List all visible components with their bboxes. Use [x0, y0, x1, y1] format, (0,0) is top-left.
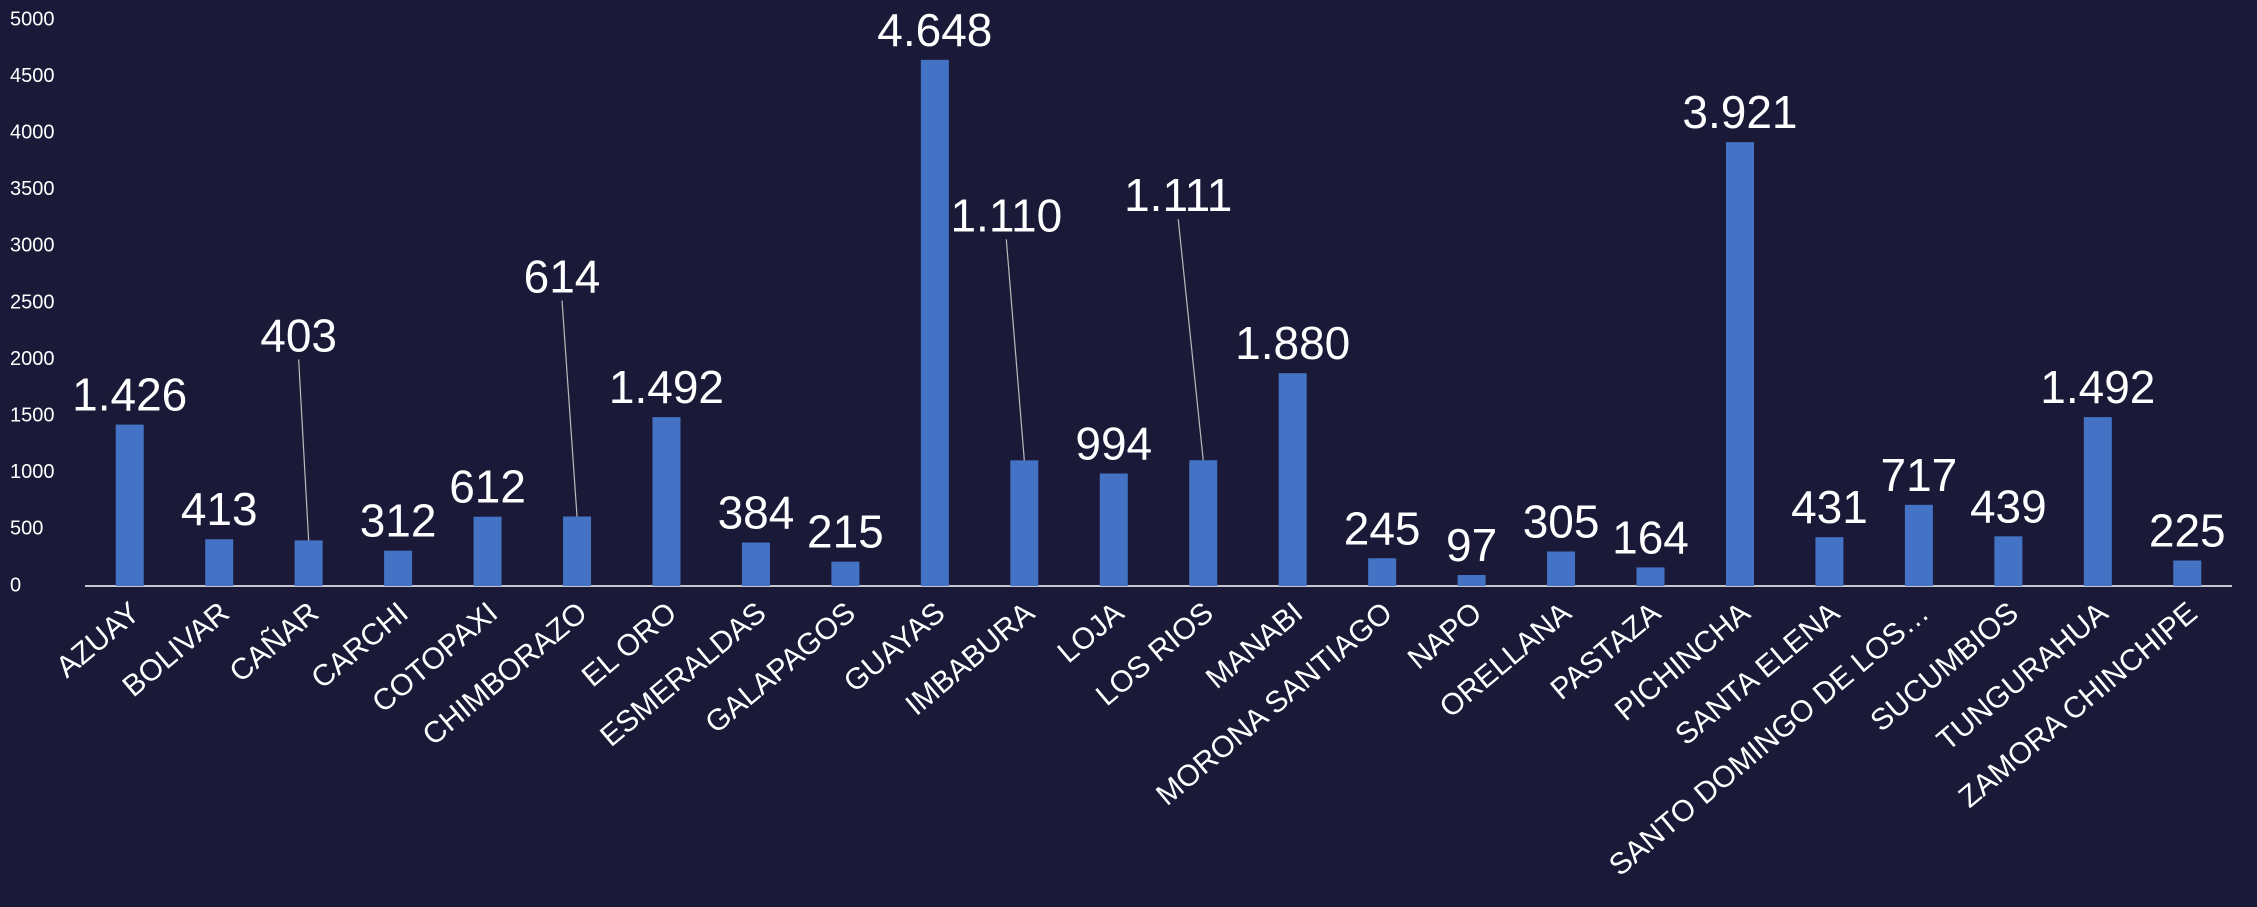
bar	[1994, 536, 2022, 586]
y-tick-label: 4500	[10, 65, 55, 87]
bar	[2173, 561, 2201, 586]
bar	[2084, 417, 2112, 586]
bar	[1905, 505, 1933, 586]
value-label: 312	[360, 495, 437, 547]
y-tick-label: 3000	[10, 235, 55, 257]
chart: 0 500 1000 1500 2000 2500 3000 3500 4000 4500 5000…	[0, 0, 2257, 907]
value-label: 1.492	[609, 361, 724, 413]
bar	[563, 516, 591, 586]
value-label: 164	[1612, 511, 1689, 563]
value-label: 97	[1446, 519, 1497, 571]
value-label: 994	[1075, 417, 1152, 469]
value-label: 3.921	[1682, 86, 1797, 138]
value-label: 245	[1344, 502, 1421, 554]
bar	[116, 425, 144, 586]
bar	[295, 540, 323, 586]
value-label: 1.111	[1124, 169, 1232, 221]
bar	[1189, 460, 1217, 586]
value-label: 384	[718, 487, 795, 539]
value-label: 717	[1881, 449, 1958, 501]
bar	[652, 417, 680, 586]
bar	[1547, 551, 1575, 586]
y-tick-label: 4000	[10, 121, 55, 143]
value-label: 1.426	[72, 369, 187, 421]
y-tick-label: 500	[10, 518, 43, 540]
y-tick-label: 0	[10, 574, 21, 596]
bar	[1458, 575, 1486, 586]
y-tick-label: 1000	[10, 461, 55, 483]
value-label: 614	[524, 250, 601, 302]
bar	[205, 539, 233, 586]
value-label: 431	[1791, 481, 1868, 533]
y-tick-label: 1500	[10, 404, 55, 426]
value-label: 215	[807, 506, 884, 558]
bar	[1726, 142, 1754, 586]
bar	[921, 60, 949, 586]
value-label: 1.110	[950, 189, 1062, 241]
bar	[1368, 558, 1396, 586]
y-tick-label: 2500	[10, 291, 55, 313]
bar	[1815, 537, 1843, 586]
value-label: 225	[2149, 505, 2226, 557]
value-label: 305	[1523, 495, 1600, 547]
bar	[831, 562, 859, 586]
bar	[742, 543, 770, 586]
bar	[1100, 473, 1128, 586]
bar	[1010, 460, 1038, 586]
value-label: 403	[260, 309, 337, 361]
value-label: 413	[181, 483, 258, 535]
y-tick-label: 5000	[10, 8, 55, 30]
value-label: 1.880	[1235, 317, 1350, 369]
y-tick-label: 3500	[10, 178, 55, 200]
bar	[1279, 373, 1307, 586]
value-label: 612	[449, 461, 526, 513]
bar	[1637, 567, 1665, 586]
value-label: 1.492	[2040, 361, 2155, 413]
bar	[384, 551, 412, 586]
y-tick-label: 2000	[10, 348, 55, 370]
value-label: 439	[1970, 480, 2047, 532]
bar	[474, 517, 502, 586]
value-label: 4.648	[877, 4, 992, 56]
